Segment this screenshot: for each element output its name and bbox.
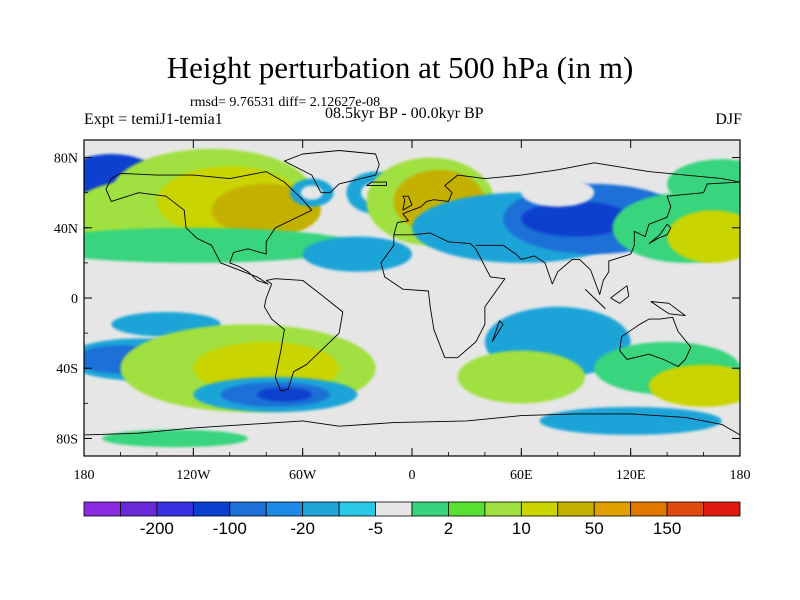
contour-region-18 (521, 178, 595, 207)
coastline-3 (380, 232, 506, 359)
colorbar-label-2: -20 (290, 519, 315, 538)
contour-region-29 (257, 387, 312, 402)
colorbar-box-8 (375, 501, 413, 517)
coastline-12 (610, 285, 630, 304)
colorbar-box-7 (338, 501, 376, 517)
coastline-6 (619, 316, 692, 367)
colorbar-box-11 (484, 501, 522, 517)
coastline-8 (402, 195, 413, 211)
coastline-14 (491, 320, 504, 343)
colorbar: -200 -100 -20 -5 2 10 50 150 (83, 501, 741, 538)
colorbar-box-14 (593, 501, 632, 517)
coastline-0 (105, 171, 313, 285)
coastline-5 (475, 181, 740, 295)
colorbar-box-10 (448, 501, 486, 517)
x-tick-label-5: 120E (616, 468, 646, 483)
coastline-11 (584, 288, 606, 309)
y-tick-label-0: 80N (54, 152, 78, 167)
contour-region-20 (667, 210, 740, 263)
contour-region-17 (521, 201, 631, 237)
contour-region-33 (648, 364, 740, 407)
colorbar-box-3 (192, 501, 231, 517)
coastline-9 (648, 223, 672, 244)
colorbar-label-7: 150 (653, 519, 681, 538)
contour-region-34 (539, 406, 722, 435)
contour-region-35 (102, 429, 248, 448)
contour-region-8 (300, 185, 323, 200)
period-label: 08.5kyr BP - 00.0kyr BP (325, 105, 484, 122)
colorbar-label-3: -5 (368, 519, 383, 538)
colorbar-box-4 (229, 501, 267, 517)
colorbar-box-5 (265, 501, 304, 517)
colorbar-label-6: 50 (585, 519, 604, 538)
experiment-label: Expt = temiJ1-temia1 (84, 111, 223, 128)
colorbar-box-17 (703, 501, 741, 517)
x-tick-label-3: 0 (409, 468, 416, 483)
x-tick-label-2: 60W (289, 468, 317, 483)
x-tick-label-0: 180 (74, 468, 95, 483)
colorbar-label-4: 2 (444, 519, 453, 538)
contour-region-14 (302, 236, 413, 272)
map-axes: 180 120W 60W 0 60E 120E 180 80N 40N 0 40S 80S (54, 140, 751, 483)
y-tick-label-4: 80S (56, 432, 78, 447)
x-tick-label-6: 180 (730, 468, 751, 483)
coastline-10 (366, 181, 387, 187)
contour-region-31 (457, 350, 586, 404)
colorbar-box-2 (156, 501, 194, 517)
colorbar-label-0: -200 (140, 519, 174, 538)
coastline-1 (283, 150, 380, 194)
colorbar-box-15 (630, 501, 668, 517)
y-tick-label-2: 0 (71, 292, 78, 307)
colorbar-box-13 (557, 501, 595, 517)
colorbar-box-9 (411, 501, 449, 517)
colorbar-box-16 (666, 501, 704, 517)
y-tick-label-3: 40S (56, 362, 78, 377)
coastline-7 (84, 413, 740, 436)
contour-region-13 (84, 227, 358, 263)
stats-text: rmsd= 9.76531 diff= 2.12627e-08 (190, 95, 381, 110)
coastline-13 (650, 301, 686, 317)
chart-title: Height perturbation at 500 hPa (in m) (166, 50, 634, 85)
colorbar-box-0 (83, 501, 121, 517)
contour-region-21 (667, 159, 740, 209)
y-tick-label-1: 40N (54, 222, 78, 237)
contour-field (84, 140, 740, 456)
x-tick-label-4: 60E (510, 468, 533, 483)
season-label: DJF (715, 111, 742, 128)
x-tick-label-1: 120W (176, 468, 211, 483)
colorbar-box-1 (120, 501, 158, 517)
colorbar-label-5: 10 (512, 519, 531, 538)
coastlines (84, 150, 740, 436)
coastline-2 (263, 278, 344, 392)
colorbar-label-1: -100 (213, 519, 247, 538)
colorbar-box-6 (302, 501, 340, 517)
colorbar-box-12 (520, 501, 559, 517)
coastline-4 (393, 162, 740, 235)
